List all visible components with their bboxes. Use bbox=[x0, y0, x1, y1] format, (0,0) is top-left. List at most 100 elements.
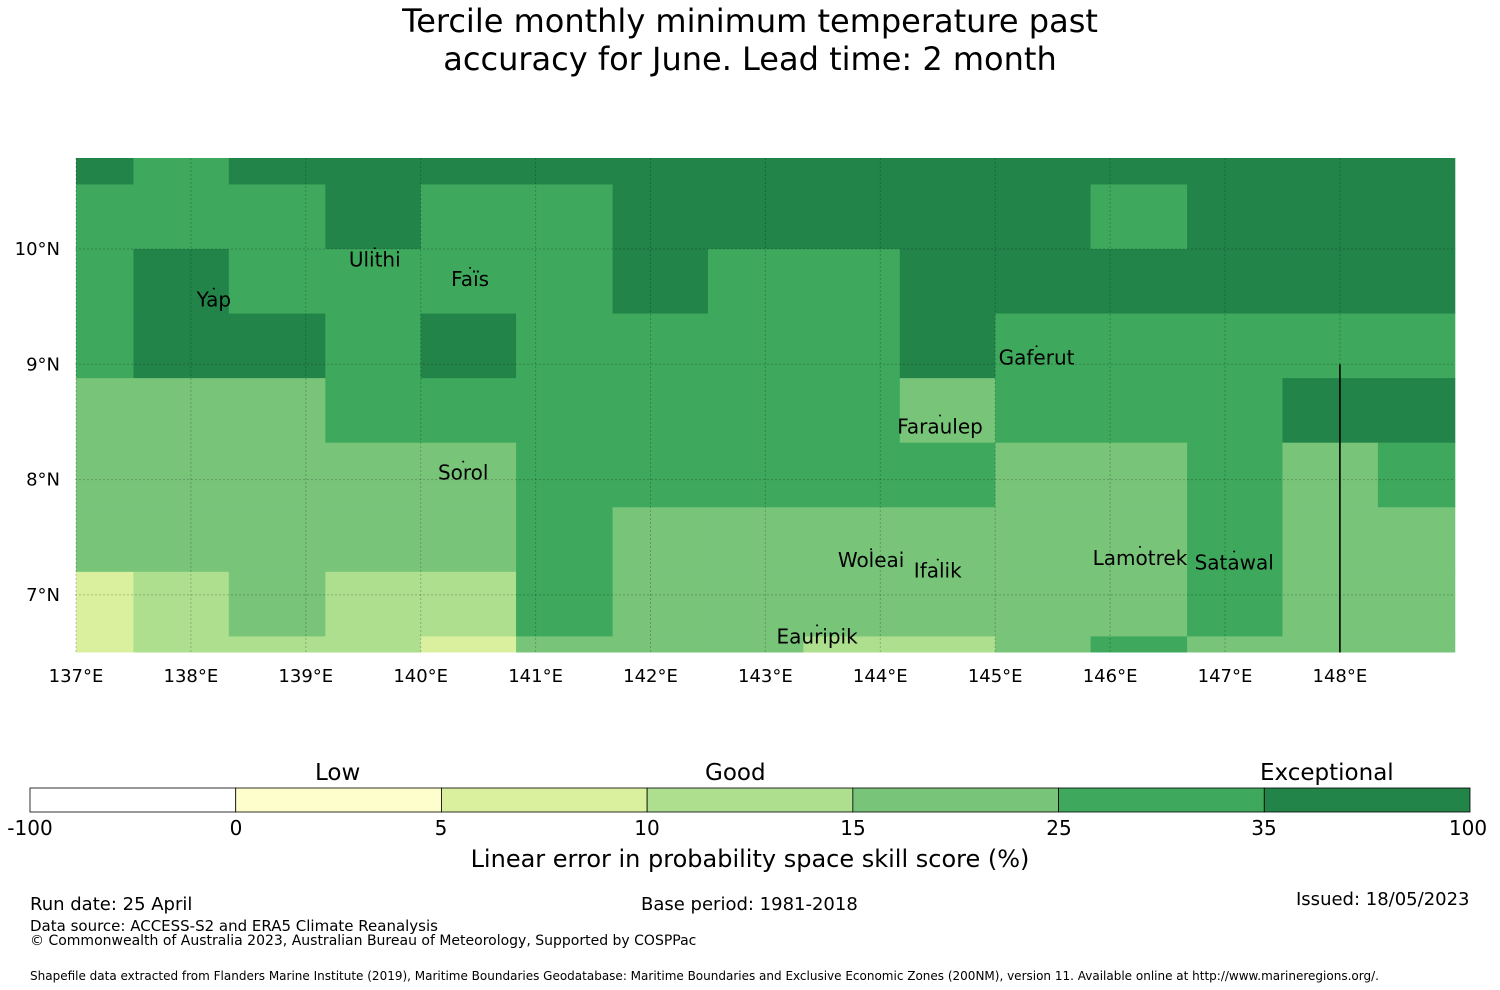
skill-cell bbox=[133, 378, 230, 444]
skill-cell bbox=[516, 636, 614, 653]
island-marker bbox=[373, 247, 376, 250]
skill-cell bbox=[1090, 442, 1188, 508]
longitude-tick-label: 141°E bbox=[508, 666, 563, 687]
skill-cell bbox=[803, 378, 901, 444]
skill-cell bbox=[612, 571, 709, 637]
skill-cell bbox=[1187, 378, 1283, 444]
colorbar-category-good: Good bbox=[705, 760, 766, 786]
skill-cell bbox=[803, 507, 901, 573]
skill-cell bbox=[325, 249, 422, 315]
skill-cell bbox=[133, 313, 230, 379]
colorbar-tick: 10 bbox=[634, 816, 660, 840]
skill-cell bbox=[899, 158, 996, 185]
skill-cell bbox=[420, 507, 517, 573]
skill-cell bbox=[228, 158, 326, 185]
skill-cell bbox=[995, 249, 1092, 315]
skill-cell bbox=[1090, 249, 1188, 315]
shapefile-credit: Shapefile data extracted from Flanders M… bbox=[30, 969, 1379, 983]
island-marker bbox=[212, 287, 215, 290]
skill-cell bbox=[1377, 158, 1456, 185]
skill-cell bbox=[899, 249, 996, 315]
skill-cell bbox=[228, 249, 326, 315]
skill-cell bbox=[133, 158, 230, 185]
longitude-tick-label: 137°E bbox=[49, 666, 104, 687]
skill-cell bbox=[420, 158, 517, 185]
skill-cell bbox=[325, 184, 422, 250]
place-label-sorol: Sorol bbox=[438, 461, 489, 485]
skill-cell bbox=[707, 571, 804, 637]
chart-title-line-1: Tercile monthly minimum temperature past bbox=[402, 2, 1098, 40]
skill-cell bbox=[1187, 249, 1283, 315]
skill-cell bbox=[899, 442, 996, 508]
skill-cell bbox=[516, 378, 614, 444]
skill-cell bbox=[1377, 571, 1456, 637]
skill-cell bbox=[1377, 249, 1456, 315]
skill-cell bbox=[612, 636, 709, 653]
colorbar-tick: 25 bbox=[1046, 816, 1072, 840]
longitude-tick-label: 144°E bbox=[853, 666, 908, 687]
skill-cell bbox=[803, 249, 901, 315]
skill-cell bbox=[899, 378, 996, 444]
place-label-satawal: Satawal bbox=[1195, 551, 1274, 575]
skill-cell bbox=[1377, 378, 1456, 444]
skill-cell bbox=[228, 636, 326, 653]
skill-cell bbox=[1187, 313, 1283, 379]
skill-cell bbox=[420, 571, 517, 637]
island-marker bbox=[936, 558, 939, 561]
skill-cell bbox=[228, 571, 326, 637]
colorbar-swatch bbox=[235, 787, 442, 813]
copyright: © Commonwealth of Australia 2023, Austra… bbox=[30, 933, 697, 949]
colorbar-tick: 5 bbox=[434, 816, 448, 840]
skill-cell bbox=[1187, 158, 1283, 185]
skill-cell bbox=[1377, 184, 1456, 250]
longitude-tick-label: 145°E bbox=[968, 666, 1023, 687]
skill-cell bbox=[76, 184, 134, 250]
colorbar-tick: 100 bbox=[1448, 816, 1488, 840]
colorbar-swatch bbox=[1263, 787, 1471, 813]
skill-cell bbox=[1090, 378, 1188, 444]
skill-cell bbox=[803, 636, 901, 653]
skill-cell bbox=[803, 442, 901, 508]
colorbar-tick: -100 bbox=[7, 816, 53, 840]
skill-cell bbox=[133, 507, 230, 573]
skill-cell bbox=[1090, 158, 1188, 185]
skill-cell bbox=[899, 571, 996, 637]
island-marker bbox=[1035, 345, 1038, 348]
skill-cell bbox=[1282, 313, 1379, 379]
chart-title-line-2: accuracy for June. Lead time: 2 month bbox=[443, 40, 1057, 78]
skill-cell bbox=[228, 442, 326, 508]
skill-cell bbox=[612, 507, 709, 573]
skill-cell bbox=[899, 507, 996, 573]
colorbar-swatch bbox=[29, 787, 237, 813]
skill-cell bbox=[325, 636, 422, 653]
colorbar-swatch bbox=[852, 787, 1059, 813]
skill-cell bbox=[1377, 507, 1456, 573]
run-date: Run date: 25 April bbox=[30, 894, 193, 915]
place-label-eauripik: Eauripik bbox=[777, 624, 859, 648]
skill-cell bbox=[1282, 507, 1379, 573]
colorbar-category-exceptional: Exceptional bbox=[1260, 760, 1394, 786]
longitude-tick-label: 148°E bbox=[1313, 666, 1368, 687]
colorbar-swatch bbox=[1058, 787, 1265, 813]
longitude-tick-label: 146°E bbox=[1083, 666, 1138, 687]
skill-cell bbox=[1187, 571, 1283, 637]
skill-cell bbox=[516, 184, 614, 250]
place-label-ifalik: Ifalik bbox=[914, 559, 962, 583]
island-marker bbox=[469, 266, 472, 269]
skill-cell bbox=[1282, 184, 1379, 250]
skill-cell bbox=[76, 507, 134, 573]
skill-cell bbox=[228, 313, 326, 379]
skill-cell bbox=[76, 378, 134, 444]
skill-cell bbox=[325, 378, 422, 444]
skill-cell bbox=[516, 507, 614, 573]
skill-cell bbox=[325, 571, 422, 637]
skill-cell bbox=[995, 378, 1092, 444]
skill-cell bbox=[1090, 507, 1188, 573]
skill-cell bbox=[899, 184, 996, 250]
skill-cell bbox=[707, 507, 804, 573]
skill-cell bbox=[228, 184, 326, 250]
latitude-tick-label: 9°N bbox=[26, 354, 60, 375]
skill-cell bbox=[76, 442, 134, 508]
skill-cell bbox=[899, 313, 996, 379]
skill-cell bbox=[420, 442, 517, 508]
